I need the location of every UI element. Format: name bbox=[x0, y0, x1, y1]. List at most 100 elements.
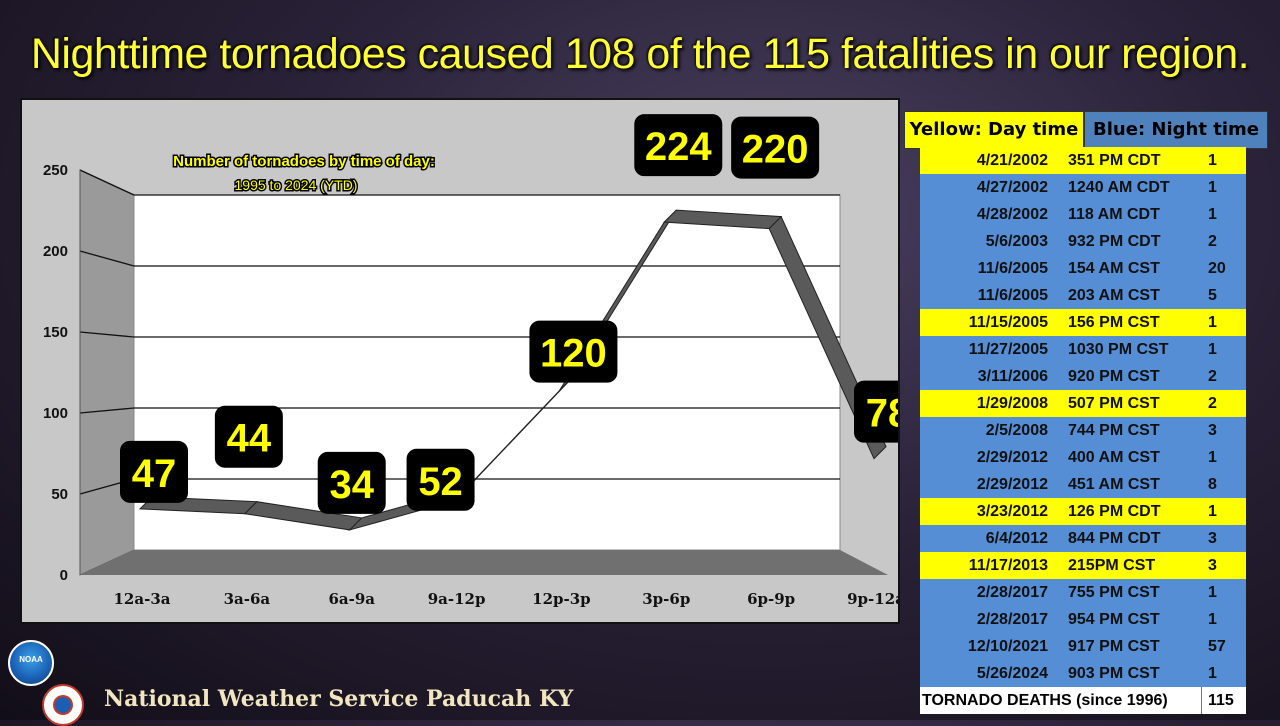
fatality-time: 451 AM CST bbox=[1068, 475, 1160, 493]
legend-night: Blue: Night time bbox=[1084, 111, 1268, 149]
fatality-date: 2/29/2012 bbox=[976, 475, 1048, 493]
chart-title: Number of tornadoes by time of day: bbox=[173, 153, 435, 170]
fatality-deaths: 1 bbox=[1208, 151, 1217, 169]
chart-side-wall bbox=[79, 169, 135, 576]
y-tick-label: 200 bbox=[43, 243, 68, 260]
fatality-time: 154 AM CST bbox=[1068, 259, 1160, 277]
fatality-deaths: 1 bbox=[1208, 205, 1217, 223]
fatality-date: 5/26/2024 bbox=[976, 664, 1048, 682]
data-label: 78 bbox=[866, 392, 898, 436]
fatality-row: 2/29/2012 400 AM CST 1 bbox=[920, 444, 1246, 471]
data-label-box bbox=[634, 114, 723, 177]
fatality-date: 2/29/2012 bbox=[976, 448, 1048, 466]
fatality-row: 2/29/2012 451 AM CST 8 bbox=[920, 471, 1246, 498]
fatality-row: 3/23/2012 126 PM CDT 1 bbox=[920, 498, 1246, 525]
fatality-row: 2/5/2008 744 PM CST 3 bbox=[920, 417, 1246, 444]
fatality-date: 4/21/2002 bbox=[976, 151, 1048, 169]
data-label-box bbox=[854, 380, 898, 443]
fatality-time: 118 AM CDT bbox=[1068, 205, 1160, 223]
fatality-date: 6/4/2012 bbox=[985, 529, 1048, 547]
data-label-box bbox=[529, 320, 618, 383]
fatality-time: 203 AM CST bbox=[1068, 286, 1160, 304]
fatality-date: 2/5/2008 bbox=[985, 421, 1048, 439]
fatality-date: 11/27/2005 bbox=[968, 340, 1048, 358]
data-label: 34 bbox=[329, 463, 374, 507]
fatality-time: 156 PM CST bbox=[1068, 313, 1160, 331]
fatality-date: 3/23/2012 bbox=[976, 502, 1048, 520]
y-tick-label: 50 bbox=[51, 486, 68, 503]
nws-logo bbox=[42, 684, 84, 726]
headline: Nighttime tornadoes caused 108 of the 11… bbox=[30, 30, 1250, 78]
fatality-row: 11/15/2005 156 PM CST 1 bbox=[920, 309, 1246, 336]
fatality-date: 11/6/2005 bbox=[977, 259, 1048, 277]
fatality-table: 4/21/2002 351 PM CDT 1 4/27/2002 1240 AM CDT… bbox=[920, 147, 1246, 687]
tornado-time-of-day-chart: 0 50 100 150 200 250 12a-3a 3a-6a 6a-9a 9a-12p 12p… bbox=[43, 114, 898, 608]
fatality-time: 920 PM CST bbox=[1068, 367, 1160, 385]
fatality-row: 11/6/2005 203 AM CST 5 bbox=[920, 282, 1246, 309]
y-tick-label: 0 bbox=[60, 567, 68, 584]
footer-text: National Weather Service Paducah KY bbox=[104, 686, 574, 712]
data-label-box bbox=[731, 116, 820, 179]
gridline-side bbox=[79, 250, 135, 267]
noaa-logo-text: NOAA bbox=[19, 655, 43, 664]
gridline-side bbox=[79, 169, 135, 196]
fatality-deaths: 5 bbox=[1208, 286, 1217, 304]
y-tick-label: 100 bbox=[43, 405, 68, 422]
fatality-date: 5/6/2003 bbox=[985, 232, 1048, 250]
chart-subtitle: 1995 to 2024 (YTD) bbox=[235, 177, 358, 193]
data-label-box bbox=[406, 448, 475, 511]
fatality-date: 3/11/2006 bbox=[977, 367, 1048, 385]
fatality-deaths: 1 bbox=[1208, 583, 1217, 601]
gridline-side bbox=[79, 407, 135, 414]
data-label-box bbox=[317, 451, 386, 514]
data-label: 120 bbox=[540, 332, 607, 376]
fatality-row: 6/4/2012 844 PM CDT 3 bbox=[920, 525, 1246, 552]
total-row: TORNADO DEATHS (since 1996) 115 bbox=[920, 687, 1246, 714]
fatality-deaths: 1 bbox=[1208, 664, 1217, 682]
fatality-date: 11/15/2005 bbox=[968, 313, 1048, 331]
fatality-row: 11/17/2013 215PM CST 3 bbox=[920, 552, 1246, 579]
fatality-row: 12/10/2021 917 PM CST 57 bbox=[920, 633, 1246, 660]
gridline-side bbox=[79, 331, 135, 338]
fatality-time: 126 PM CDT bbox=[1068, 502, 1161, 520]
fatality-date: 11/6/2005 bbox=[977, 286, 1048, 304]
fatality-time: 932 PM CDT bbox=[1068, 232, 1161, 250]
data-label: 44 bbox=[227, 417, 272, 461]
x-tick-label: 6p-9p bbox=[747, 590, 795, 608]
fatality-deaths: 1 bbox=[1208, 448, 1217, 466]
data-label: 47 bbox=[132, 452, 177, 496]
chart-floor bbox=[80, 550, 888, 575]
fatality-date: 4/27/2002 bbox=[976, 178, 1048, 196]
fatality-deaths: 2 bbox=[1208, 394, 1217, 412]
fatality-row: 3/11/2006 920 PM CST 2 bbox=[920, 363, 1246, 390]
fatality-row: 11/6/2005 154 AM CST 20 bbox=[920, 255, 1246, 282]
noaa-logo: NOAA bbox=[8, 640, 54, 686]
fatality-deaths: 57 bbox=[1208, 637, 1226, 655]
x-tick-label: 12a-3a bbox=[114, 590, 171, 608]
data-label: 224 bbox=[645, 125, 712, 169]
fatality-deaths: 20 bbox=[1208, 259, 1226, 277]
fatality-deaths: 8 bbox=[1208, 475, 1217, 493]
fatality-date: 11/17/2013 bbox=[968, 556, 1048, 574]
fatality-time: 215PM CST bbox=[1068, 556, 1156, 574]
data-label-box bbox=[214, 405, 283, 468]
fatality-row: 5/6/2003 932 PM CDT 2 bbox=[920, 228, 1246, 255]
fatality-deaths: 1 bbox=[1208, 340, 1217, 358]
legend-day: Yellow: Day time bbox=[904, 111, 1084, 149]
x-tick-label: 3p-6p bbox=[642, 590, 690, 608]
fatality-row: 4/21/2002 351 PM CDT 1 bbox=[920, 147, 1246, 174]
data-label: 220 bbox=[742, 128, 809, 172]
fatality-deaths: 2 bbox=[1208, 367, 1217, 385]
chart-panel: 0 50 100 150 200 250 12a-3a 3a-6a 6a-9a 9a-12p 12p… bbox=[20, 98, 900, 624]
fatality-row: 2/28/2017 755 PM CST 1 bbox=[920, 579, 1246, 606]
fatality-time: 1030 PM CST bbox=[1068, 340, 1169, 358]
fatality-deaths: 1 bbox=[1208, 502, 1217, 520]
fatality-date: 2/28/2017 bbox=[976, 583, 1048, 601]
fatality-deaths: 3 bbox=[1208, 556, 1217, 574]
fatality-row: 4/28/2002 118 AM CDT 1 bbox=[920, 201, 1246, 228]
fatality-time: 1240 AM CDT bbox=[1068, 178, 1170, 196]
fatality-deaths: 2 bbox=[1208, 232, 1217, 250]
total-value: 115 bbox=[1208, 691, 1234, 709]
x-tick-label: 9a-12p bbox=[428, 590, 486, 608]
fatality-deaths: 1 bbox=[1208, 178, 1217, 196]
